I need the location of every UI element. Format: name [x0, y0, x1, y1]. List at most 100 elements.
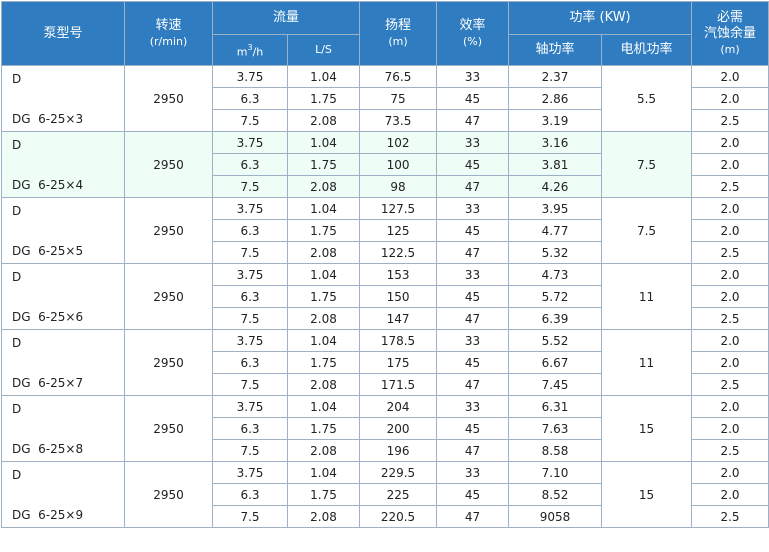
data-cell: 6.3	[212, 87, 288, 110]
header-cell: 功率 (KW)	[508, 1, 693, 35]
data-cell: 5.52	[508, 329, 603, 352]
data-cell: 3.75	[212, 197, 288, 220]
data-cell: 150	[359, 285, 438, 308]
data-cell: 7.5	[212, 373, 288, 396]
data-cell: 2.5	[691, 241, 769, 264]
data-cell: 73.5	[359, 109, 438, 132]
data-cell: 2.0	[691, 263, 769, 286]
data-cell: 2.0	[691, 197, 769, 220]
header-cell: L/S	[286, 34, 361, 66]
speed-cell: 2950	[124, 197, 213, 264]
header-unit: (r/min)	[149, 34, 188, 48]
data-cell: 45	[436, 417, 510, 440]
model-cell: D DG 6-25×6	[1, 263, 125, 330]
data-cell: 2.08	[286, 439, 361, 462]
model-text: DG 6-25×3	[12, 111, 84, 126]
data-cell: 1.75	[286, 87, 361, 110]
model-cell: D DG 6-25×4	[1, 131, 125, 198]
data-cell: 2.0	[691, 461, 769, 484]
data-cell: 45	[436, 219, 510, 242]
data-cell: 102	[359, 131, 438, 154]
header-cell: 效率 (%)	[436, 1, 510, 66]
data-cell: 33	[436, 329, 510, 352]
data-cell: 3.75	[212, 65, 288, 88]
data-cell: 2.86	[508, 87, 603, 110]
data-cell: 125	[359, 219, 438, 242]
data-cell: 2.5	[691, 373, 769, 396]
data-cell: 2.0	[691, 87, 769, 110]
data-cell: 6.67	[508, 351, 603, 374]
data-cell: 7.5	[212, 505, 288, 528]
data-cell: 7.10	[508, 461, 603, 484]
data-cell: 47	[436, 241, 510, 264]
model-text: D	[12, 71, 22, 86]
model-text: DG 6-25×9	[12, 507, 84, 522]
data-cell: 33	[436, 461, 510, 484]
header-text: 电机功率	[620, 42, 673, 57]
data-cell: 7.45	[508, 373, 603, 396]
data-cell: 3.95	[508, 197, 603, 220]
data-cell: 7.63	[508, 417, 603, 440]
data-cell: 7.5	[212, 307, 288, 330]
data-cell: 196	[359, 439, 438, 462]
data-cell: 47	[436, 175, 510, 198]
header-unit-exp: 3	[247, 42, 253, 52]
data-cell: 5.32	[508, 241, 603, 264]
speed-cell: 2950	[124, 461, 213, 528]
data-cell: 3.75	[212, 131, 288, 154]
data-cell: 1.04	[286, 263, 361, 286]
data-cell: 3.75	[212, 263, 288, 286]
table-row: D DG 6-25×7 2950 3.75 1.04 178.5 33 5.52 11 2.0	[1, 329, 769, 396]
data-cell: 1.04	[286, 395, 361, 418]
header-text: 汽蚀余量	[704, 25, 757, 41]
data-cell: 2.5	[691, 175, 769, 198]
data-cell: 6.3	[212, 483, 288, 506]
data-cell: 7.5	[212, 175, 288, 198]
data-cell: 47	[436, 307, 510, 330]
data-cell: 1.75	[286, 483, 361, 506]
data-cell: 45	[436, 87, 510, 110]
data-cell: 7.5	[212, 109, 288, 132]
header-cell: m3/h	[212, 34, 288, 66]
data-cell: 33	[436, 197, 510, 220]
table-row: 7.5 2.08 73.5 47 3.19 2.5	[2, 109, 769, 132]
data-cell: 47	[436, 109, 510, 132]
header-unit: (m)	[720, 42, 740, 56]
model-cell: D DG 6-25×3	[1, 65, 125, 132]
table-row: D DG 6-25×8 2950 3.75 1.04 204 33 6.31 15 2.0	[1, 395, 769, 462]
data-cell: 2.0	[691, 395, 769, 418]
data-cell: 2.08	[286, 175, 361, 198]
data-cell: 45	[436, 351, 510, 374]
data-cell: 6.39	[508, 307, 603, 330]
data-cell: 2.0	[691, 285, 769, 308]
table-row: D DG 6-25×3 2950 3.75 1.04 76.5 33 2.37 5.5 2.0	[1, 65, 769, 132]
header-text: 扬程	[385, 17, 412, 33]
table-row: 6.3 1.75 225 45 8.52 2.0	[2, 483, 769, 506]
header-text: 必需	[717, 9, 744, 25]
header-cell: 扬程 (m)	[359, 1, 438, 66]
model-cell: D DG 6-25×8	[1, 395, 125, 462]
data-cell: 9058	[508, 505, 603, 528]
table-row: 6.3 1.75 200 45 7.63 2.0	[2, 417, 769, 440]
speed-cell: 2950	[124, 329, 213, 396]
data-cell: 33	[436, 395, 510, 418]
data-cell: 4.26	[508, 175, 603, 198]
table-row: D DG 6-25×6 2950 3.75 1.04 153 33 4.73 11 2.0	[1, 263, 769, 330]
data-cell: 2.0	[691, 65, 769, 88]
data-cell: 3.75	[212, 329, 288, 352]
data-cell: 1.75	[286, 285, 361, 308]
data-cell: 76.5	[359, 65, 438, 88]
data-cell: 7.5	[212, 439, 288, 462]
data-cell: 220.5	[359, 505, 438, 528]
data-cell: 4.77	[508, 219, 603, 242]
data-cell: 122.5	[359, 241, 438, 264]
data-cell: 3.81	[508, 153, 603, 176]
model-text: D	[12, 467, 22, 482]
data-cell: 33	[436, 65, 510, 88]
header-text: 轴功率	[535, 42, 575, 57]
table-row: D DG 6-25×9 2950 3.75 1.04 229.5 33 7.10 15 2.0	[1, 461, 769, 528]
speed-cell: 2950	[124, 263, 213, 330]
data-cell: 8.52	[508, 483, 603, 506]
model-text: D	[12, 137, 22, 152]
data-cell: 100	[359, 153, 438, 176]
